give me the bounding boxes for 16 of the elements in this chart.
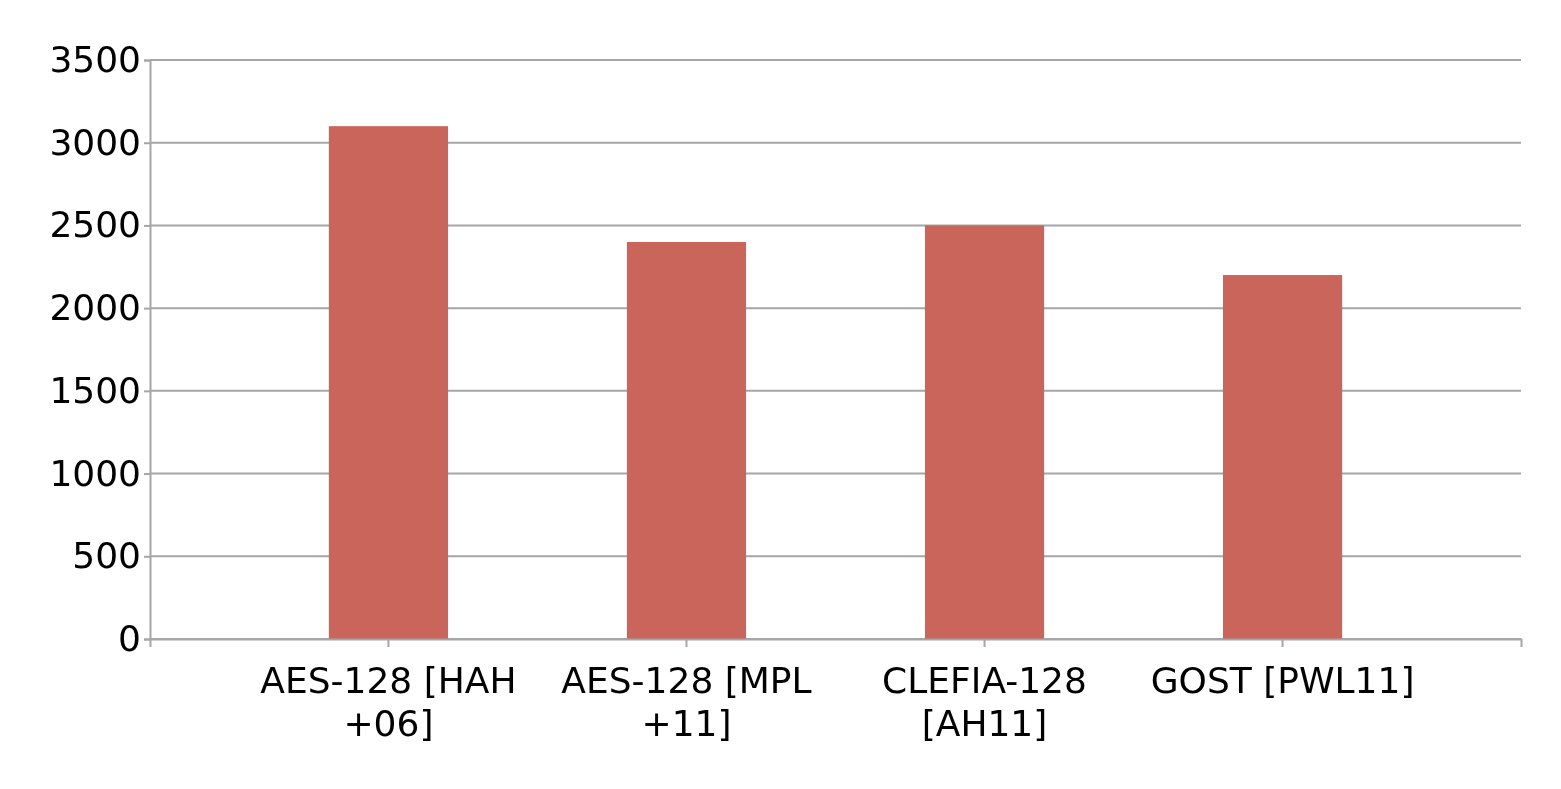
bar — [328, 126, 449, 639]
bar — [1222, 275, 1343, 639]
x-tick-label: CLEFIA-128 [AH11] — [882, 660, 1087, 745]
x-tick-label: GOST [PWL11] — [1150, 660, 1415, 702]
bar — [626, 241, 747, 639]
y-tick-label: 3500 — [49, 39, 141, 81]
y-tick-label: 2000 — [49, 287, 141, 329]
y-tick-label: 2500 — [49, 204, 141, 246]
y-tick-label: 1000 — [49, 452, 141, 494]
y-tick-label: 1500 — [49, 369, 141, 411]
y-tick-label: 0 — [118, 618, 141, 660]
x-tick-label: AES-128 [MPL +11] — [561, 660, 812, 745]
y-tick-label: 3000 — [49, 121, 141, 163]
x-tick-label: AES-128 [HAH +06] — [260, 660, 517, 745]
y-tick-label: 500 — [72, 535, 141, 577]
bar — [924, 225, 1045, 639]
